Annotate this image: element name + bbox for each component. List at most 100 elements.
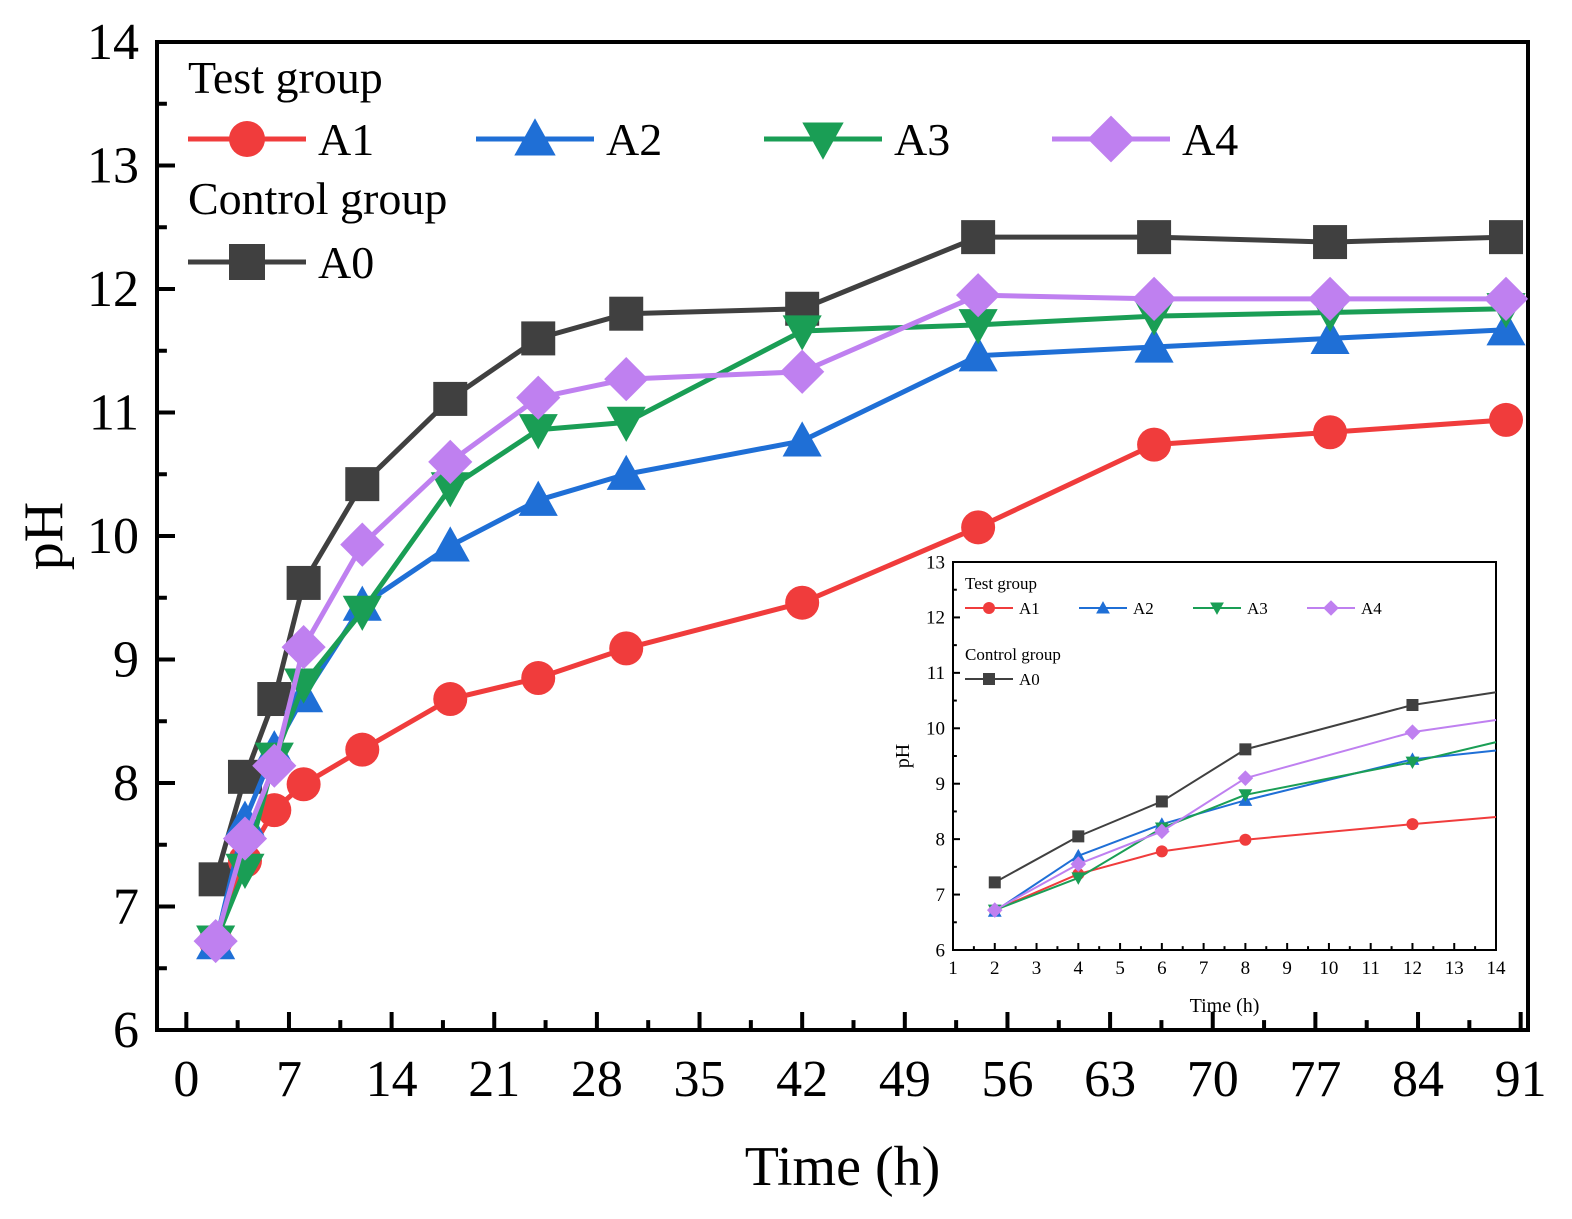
inset-x-tick-label: 13 [1445,958,1464,979]
main-y-tick-label: 10 [87,508,139,565]
inset-y-tick-label: 6 [936,940,946,961]
inset-x-tick-label: 14 [1487,958,1507,979]
inset-y-tick-label: 8 [936,829,946,850]
inset-legend-control-title: Control group [965,645,1061,664]
main-legend-marker-A4 [1087,115,1135,163]
main-x-tick-label: 42 [776,1051,828,1108]
inset-legend-label-A2: A2 [1133,599,1154,618]
main-point-A4 [340,522,385,567]
inset-series-line-A1 [994,815,1497,912]
main-y-axis-label: pH [13,502,75,570]
main-point-A4 [222,816,268,861]
main-point-A1 [1489,402,1524,437]
main-point-A4 [281,625,326,670]
main-point-A1 [961,510,996,545]
inset-y-tick-label: 9 [936,774,946,795]
main-point-A0 [345,467,380,502]
main-y-tick-label: 13 [87,138,139,195]
main-legend-marker-A1 [229,121,265,157]
inset-x-tick-label: 5 [1115,958,1125,979]
inset-y-axis-label: pH [892,744,914,768]
main-legend-label-A4: A4 [1182,114,1238,165]
inset-y-tick-label: 7 [936,885,946,906]
main-point-A2 [1310,318,1350,355]
main-point-A0 [286,565,321,600]
main-legend-test-title: Test group [188,52,383,103]
inset-x-tick-label: 1 [948,958,958,979]
inset-legend-label-A0: A0 [1019,670,1040,689]
main-x-tick-label: 77 [1289,1051,1341,1108]
inset-x-tick-label: 2 [990,958,1000,979]
main-point-A3 [430,472,470,508]
main-x-axis-label: Time (h) [745,1136,941,1198]
main-legend-marker-A3 [802,122,844,160]
inset-legend-marker-A2 [1096,601,1110,614]
main-point-A1 [785,585,820,620]
main-legend-label-A2: A2 [606,114,662,165]
main-point-A4 [516,375,561,420]
inset-point-A4 [1237,770,1254,786]
main-point-A0 [433,381,468,416]
main-point-A4 [1483,276,1529,321]
main-point-A2 [1134,327,1174,363]
main-point-A0 [521,321,556,356]
inset-x-tick-label: 4 [1074,958,1084,979]
main-point-A0 [1489,220,1524,255]
main-point-A1 [433,682,468,717]
main-point-A4 [428,439,473,484]
inset-point-A1 [1239,833,1252,846]
main-y-tick-label: 12 [87,261,139,318]
inset-y-tick-label: 11 [927,663,945,684]
inset-point-A4 [1404,724,1421,740]
inset-x-tick-label: 12 [1403,958,1422,979]
main-point-A4 [193,918,238,964]
main-point-A3 [342,595,382,631]
main-point-A1 [1137,427,1172,462]
inset-legend-marker-A4 [1323,600,1339,616]
main-x-tick-label: 35 [674,1051,726,1108]
inset-x-tick-label: 10 [1319,958,1338,979]
main-x-tick-label: 70 [1187,1051,1239,1108]
main-legend-label-A1: A1 [318,114,374,165]
inset-point-A1 [1155,845,1168,858]
main-point-A2 [782,421,822,457]
main-x-tick-label: 91 [1495,1051,1547,1108]
main-point-A0 [609,296,644,331]
main-point-A4 [1307,276,1353,321]
main-point-A3 [606,406,646,442]
inset-legend-marker-A3 [1210,602,1224,615]
inset-point-A4 [1070,856,1087,872]
main-x-tick-label: 49 [879,1051,931,1108]
inset-x-axis-label: Time (h) [1190,995,1260,1017]
main-point-A1 [609,631,644,666]
main-point-A1 [257,793,292,828]
main-point-A2 [430,526,470,562]
inset-series-line-A4 [994,718,1497,911]
inset-legend-label-A4: A4 [1361,599,1382,618]
inset-legend-marker-A0 [983,673,995,685]
inset-x-tick-label: 7 [1199,958,1209,979]
main-x-tick-label: 56 [981,1051,1033,1108]
inset-y-tick-label: 10 [926,719,945,740]
main-point-A4 [252,743,297,788]
inset-x-tick-label: 8 [1241,958,1251,979]
main-legend-control-title: Control group [188,173,447,224]
main-y-tick-label: 9 [113,632,139,689]
inset-point-A2 [1071,848,1086,862]
main-legend-marker-A2 [514,118,556,156]
inset-y-tick-label: 12 [926,608,945,629]
inset-point-A3 [1238,789,1253,802]
main-point-A3 [225,853,265,889]
main-point-A3 [782,315,822,351]
inset-legend-label-A1: A1 [1019,599,1040,618]
main-point-A0 [961,220,996,255]
inset-x-tick-label: 9 [1282,958,1292,979]
main-point-A3 [518,414,558,450]
inset-x-tick-label: 11 [1362,958,1380,979]
main-x-tick-label: 14 [366,1051,418,1108]
main-x-tick-label: 0 [173,1051,199,1108]
inset-point-A3 [1405,756,1420,769]
main-y-tick-label: 8 [113,755,139,812]
main-point-A1 [1313,415,1348,450]
